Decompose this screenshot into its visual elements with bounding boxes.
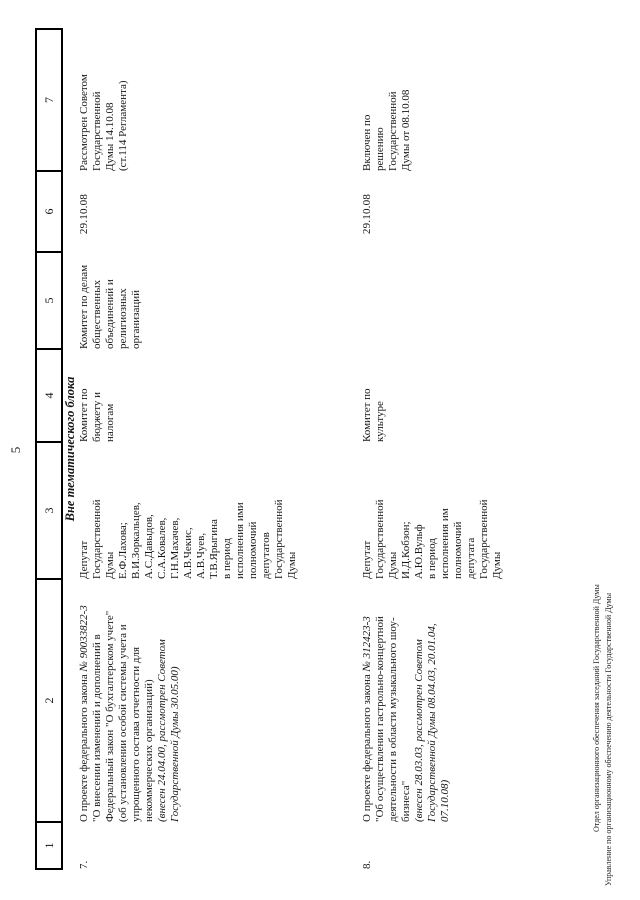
column-number-6: 6 bbox=[36, 171, 62, 252]
co-executor-committee-cell bbox=[361, 252, 504, 349]
table-row-7: 7. О проекте федерального закона № 90033… bbox=[78, 29, 361, 869]
bill-submission-note: (внесен 28.03.03, рассмотрен Советом Гос… bbox=[413, 623, 451, 822]
page-number: 5 bbox=[8, 446, 23, 454]
row-number: 8. bbox=[361, 860, 373, 869]
status-note-cell: Включен по решению Государственной Думы … bbox=[361, 89, 412, 171]
date-cell: 29.10.08 bbox=[78, 193, 90, 235]
initiator-cell: Депутат Государственной Думы Е.Ф.Лахова;… bbox=[78, 499, 298, 579]
table-header-row: 1 2 3 4 5 6 7 bbox=[36, 29, 62, 869]
bill-title: О проекте федерального закона № 90033822… bbox=[78, 584, 156, 822]
status-note-cell: Рассмотрен Советом Государственной Думы … bbox=[78, 74, 129, 171]
column-number-7: 7 bbox=[36, 29, 62, 171]
initiator-cell: Депутат Государственной Думы И.Д.Кобзон;… bbox=[361, 499, 503, 579]
responsible-committee-cell: Комитет по бюджету и налогам bbox=[78, 388, 116, 442]
bill-title-rest: "Об осуществлении гастрольно-концертной … bbox=[374, 616, 412, 822]
bill-title: О проекте федерального закона № 312423-3… bbox=[361, 584, 413, 822]
footer-directorate-line: Управление по организационному обеспечен… bbox=[604, 593, 613, 886]
bill-title-text: О проекте федерального закона bbox=[78, 671, 90, 822]
column-number-1: 1 bbox=[36, 822, 62, 869]
bill-title-cell: О проекте федерального закона № 312423-3… bbox=[361, 579, 504, 822]
column-number-5: 5 bbox=[36, 252, 62, 349]
table-row-8: 8. О проекте федерального закона № 31242… bbox=[361, 29, 504, 869]
document-footer: Отдел организационного обеспечения засед… bbox=[591, 584, 615, 886]
bill-title-rest: "О внесении изменений и дополнений в Фед… bbox=[91, 610, 155, 822]
footer-department-line: Отдел организационного обеспечения засед… bbox=[592, 584, 601, 832]
bill-title-text: О проекте федерального закона bbox=[361, 671, 373, 822]
column-number-2: 2 bbox=[36, 579, 62, 822]
section-heading-row: Вне тематического блока bbox=[62, 29, 78, 869]
bill-number: № 312423-3 bbox=[361, 616, 373, 672]
date-cell: 29.10.08 bbox=[361, 193, 373, 235]
bill-number: № 90033822-3 bbox=[78, 605, 90, 672]
row-number: 7. bbox=[78, 860, 90, 869]
column-number-4: 4 bbox=[36, 349, 62, 442]
section-heading: Вне тематического блока bbox=[63, 376, 77, 522]
responsible-committee-cell: Комитет по культуре bbox=[361, 388, 386, 442]
agenda-table: 1 2 3 4 5 6 7 Вне тематического блока 7.… bbox=[35, 28, 504, 870]
co-executor-committee-cell: Комитет по делам общественных объединени… bbox=[78, 264, 142, 349]
bill-submission-note: (внесен 24.04.00, рассмотрен Советом Гос… bbox=[156, 639, 181, 822]
bill-title-cell: О проекте федерального закона № 90033822… bbox=[78, 579, 361, 822]
column-number-3: 3 bbox=[36, 442, 62, 579]
